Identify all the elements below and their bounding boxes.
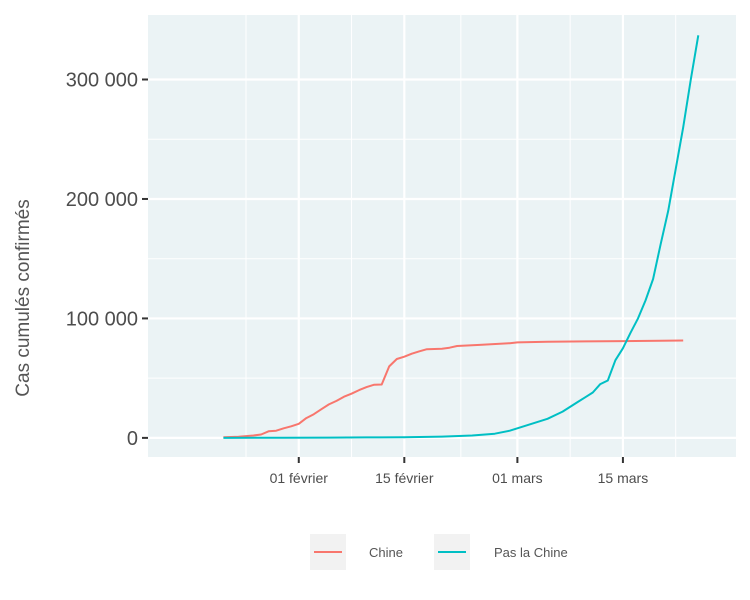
legend: Chine Pas la Chine [310,534,568,570]
x-axis: 01 février 15 février 01 mars 15 mars [270,457,649,486]
y-tick-label: 300 000 [66,70,138,92]
series-line-chine [223,339,684,439]
series-lines [223,35,700,439]
plot-panel [148,15,736,457]
y-tick-label: 100 000 [66,308,138,330]
x-tick-label: 01 mars [492,470,543,486]
y-axis-title: Cas cumulés confirmés [13,199,34,396]
x-tick-label: 15 mars [598,470,649,486]
legend-label-chine: Chine [369,545,403,560]
series-line-pas-la-chine [223,35,700,439]
x-tick-label: 15 février [375,470,434,486]
x-tick-label: 01 février [270,470,329,486]
y-axis: 0 100 000 200 000 300 000 [66,70,148,450]
legend-label-pas-la-chine: Pas la Chine [494,545,568,560]
y-tick-label: 0 [127,428,138,450]
minor-gridlines [148,15,736,457]
y-tick-label: 200 000 [66,189,138,211]
